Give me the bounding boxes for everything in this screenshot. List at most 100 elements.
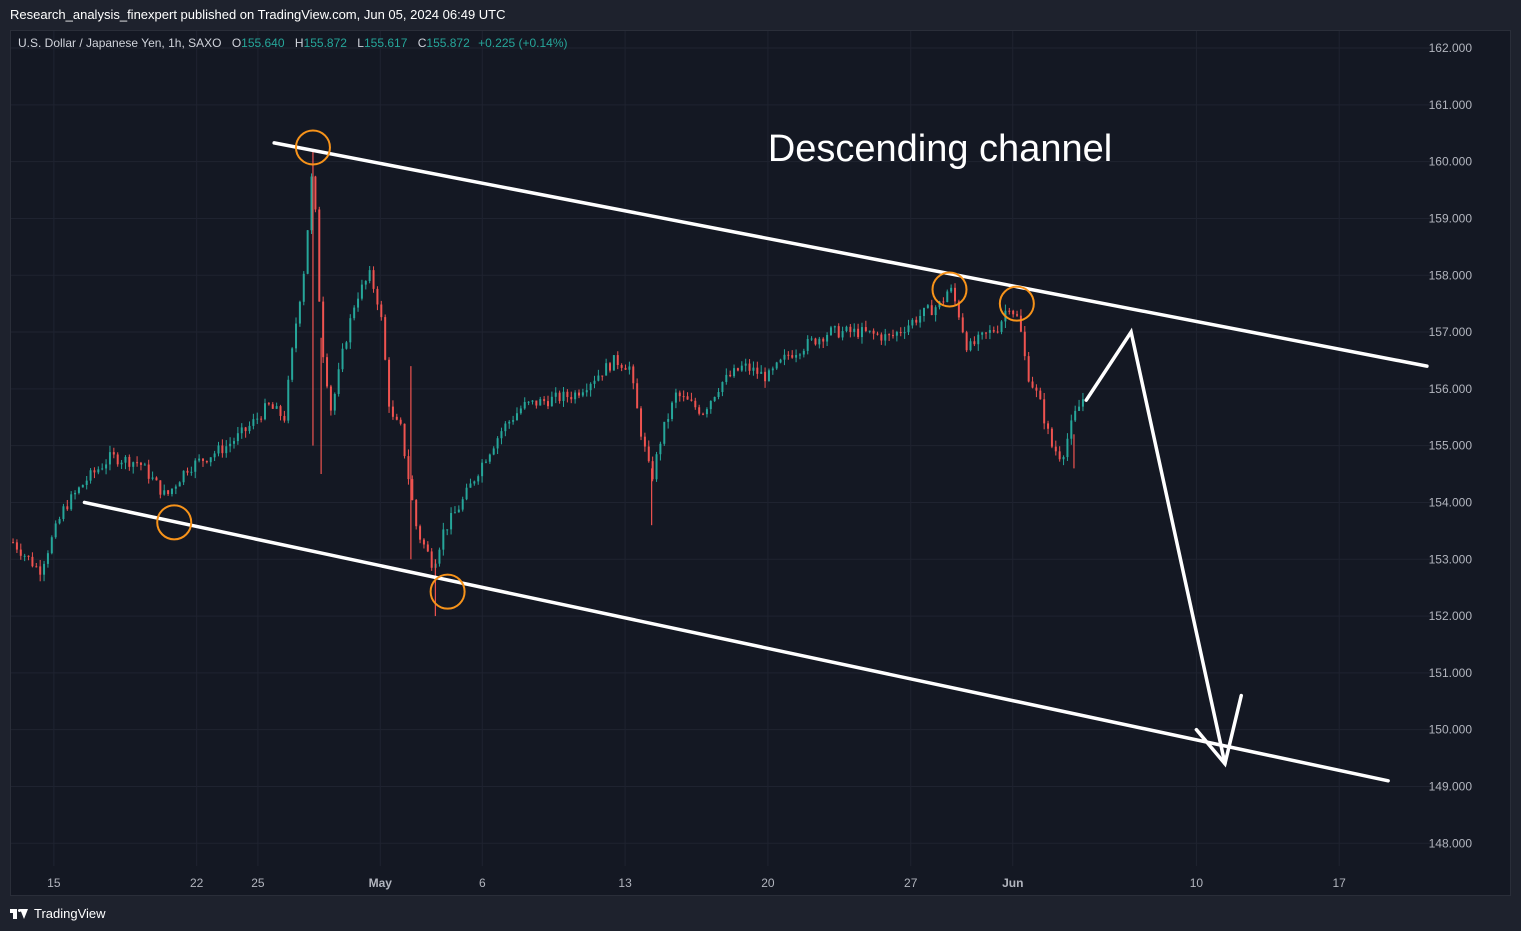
candle-body [341, 348, 344, 370]
candle-body [860, 327, 863, 338]
published-header: Research_analysis_finexpert published on… [10, 7, 506, 22]
candle-body [535, 400, 538, 406]
candle-body [19, 549, 22, 556]
candle-body [314, 176, 317, 210]
candle-body [717, 392, 720, 397]
x-axis-label: 20 [761, 876, 775, 890]
candle-body [279, 406, 282, 416]
candle-body [1050, 428, 1053, 447]
candle-body [345, 342, 348, 349]
candle-body [923, 307, 926, 316]
chart-frame[interactable] [10, 30, 1511, 896]
x-axis-label: 27 [904, 876, 918, 890]
x-axis-label: 13 [618, 876, 632, 890]
candle-body [779, 359, 782, 363]
candle-body [170, 488, 173, 495]
candle-body [496, 438, 499, 449]
candle-body [248, 425, 251, 432]
candle-body [31, 556, 34, 567]
candle-body [640, 408, 643, 437]
candle-body [372, 270, 375, 289]
candle-body [108, 452, 111, 465]
candle-body [12, 542, 15, 544]
candle-body [143, 464, 146, 466]
candle-body [27, 555, 30, 557]
candle-body [364, 281, 367, 285]
candle-body [876, 333, 879, 335]
candle-body [391, 406, 394, 417]
tradingview-footer[interactable]: TradingView [10, 905, 106, 923]
candle-body [841, 331, 844, 338]
candle-body [481, 462, 484, 477]
candle-body [705, 409, 708, 415]
candle-body [674, 392, 677, 403]
candle-body [578, 392, 580, 396]
candle-body [132, 462, 135, 467]
candle-body [357, 298, 360, 308]
candle-body [539, 399, 542, 406]
candle-body [585, 390, 588, 393]
candle-body [682, 396, 685, 398]
candles-group [12, 150, 1084, 617]
candle-body [399, 419, 402, 424]
candle-body [500, 431, 503, 439]
candle-body [868, 330, 871, 332]
touch-point-marker [156, 504, 193, 541]
candle-body [120, 462, 123, 465]
candle-body [775, 362, 778, 369]
candle-body [837, 326, 840, 338]
candle-body [178, 482, 181, 487]
candle-body [205, 460, 208, 463]
symbol-name[interactable]: U.S. Dollar / Japanese Yen, 1h, SAXO [18, 36, 222, 50]
candle-body [725, 374, 728, 382]
candle-body [360, 284, 363, 299]
candle-body [353, 307, 356, 319]
y-axis-label: 150.000 [1429, 723, 1473, 737]
candle-body [1054, 446, 1057, 452]
candle-body [89, 470, 92, 481]
candle-body [310, 176, 313, 231]
candle-body [829, 327, 832, 335]
close-label: C [417, 36, 427, 50]
candle-body [748, 363, 751, 371]
candle-body [504, 423, 507, 432]
candle-body [671, 402, 674, 420]
candle-body [244, 427, 247, 432]
candle-body [659, 443, 662, 455]
brand-name: TradingView [34, 906, 106, 921]
x-axis-label: 17 [1333, 876, 1347, 890]
projection-path [1084, 327, 1227, 766]
channel-upper-line [272, 141, 1429, 368]
touch-point-marker [931, 271, 968, 308]
candle-body [919, 315, 922, 323]
candle-body [201, 458, 204, 461]
candle-body [965, 332, 968, 351]
candle-body [484, 461, 487, 463]
candle-body [271, 404, 274, 409]
candle-body [329, 386, 332, 411]
candle-body [453, 512, 456, 514]
candle-body [39, 566, 42, 575]
candle-body [733, 368, 736, 377]
candle-body [632, 366, 635, 384]
candle-body [760, 371, 763, 374]
candle-body [973, 341, 976, 345]
candle-body [267, 403, 270, 405]
candle-body [702, 413, 705, 415]
candle-body [368, 270, 371, 282]
candle-body [988, 330, 991, 333]
candle-body [326, 357, 329, 387]
y-axis-label: 158.000 [1429, 268, 1473, 282]
candle-body [492, 448, 495, 455]
candle-body [895, 332, 898, 336]
candle-body [698, 407, 701, 414]
channel-lower-line [82, 500, 1390, 783]
touch-point-marker [998, 285, 1035, 322]
candle-body [574, 392, 577, 400]
candle-body [562, 391, 565, 402]
candle-body [566, 391, 569, 398]
candle-body [996, 331, 999, 333]
candle-body [430, 551, 433, 568]
candle-body [864, 327, 867, 331]
